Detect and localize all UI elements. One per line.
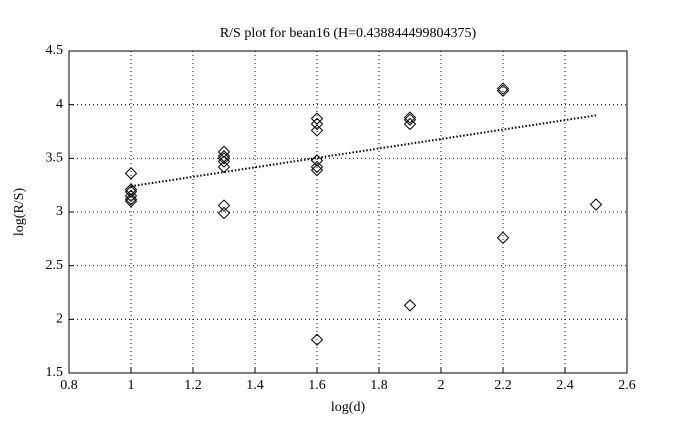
marker (217, 160, 231, 174)
marker (124, 185, 138, 198)
marker (124, 183, 138, 196)
marker (124, 195, 138, 208)
x-tick-label: 2.4 (556, 378, 574, 393)
marker (310, 160, 324, 174)
plot-frame (68, 50, 628, 374)
marker (124, 192, 138, 206)
y-axis-label: log(R/S) (12, 188, 27, 237)
chart-title: R/S plot for bean16 (H=0.438844499804375… (220, 26, 477, 41)
marker (496, 84, 510, 97)
x-tick-label: 1.8 (370, 378, 388, 393)
marker (310, 112, 324, 125)
x-tick-label: 2 (438, 378, 445, 393)
y-tick-label: 4.5 (46, 43, 64, 58)
marker (124, 167, 138, 180)
marker (310, 154, 324, 167)
y-tick-label: 3 (56, 204, 63, 219)
marker (403, 117, 417, 131)
marker (217, 155, 231, 168)
marker (124, 189, 138, 203)
x-tick-label: 1 (128, 378, 135, 393)
marker (310, 163, 324, 177)
marker (217, 206, 231, 220)
marker (310, 124, 324, 137)
marker (403, 111, 417, 124)
y-tick-label: 2 (56, 312, 63, 327)
marker (496, 82, 510, 95)
x-tick-label: 0.8 (60, 378, 78, 393)
x-tick-label: 1.4 (246, 378, 264, 393)
marker (217, 145, 231, 159)
marker (496, 231, 510, 244)
x-tick-label: 1.6 (308, 378, 326, 393)
y-tick-label: 4 (56, 97, 63, 112)
y-tick-label: 2.5 (46, 258, 64, 273)
y-tick-label: 1.5 (46, 365, 64, 380)
marker (217, 199, 231, 212)
marker (403, 113, 417, 126)
x-axis-label: log(d) (331, 400, 366, 415)
marker (310, 333, 324, 346)
marker (403, 299, 417, 312)
x-tick-label: 2.6 (618, 378, 636, 393)
y-tick-label: 3.5 (46, 151, 64, 166)
marker (310, 117, 324, 131)
x-tick-label: 2.2 (494, 378, 512, 393)
marker (589, 198, 603, 211)
fit-line (130, 114, 597, 188)
x-tick-label: 1.2 (184, 378, 202, 393)
marker (217, 152, 231, 165)
